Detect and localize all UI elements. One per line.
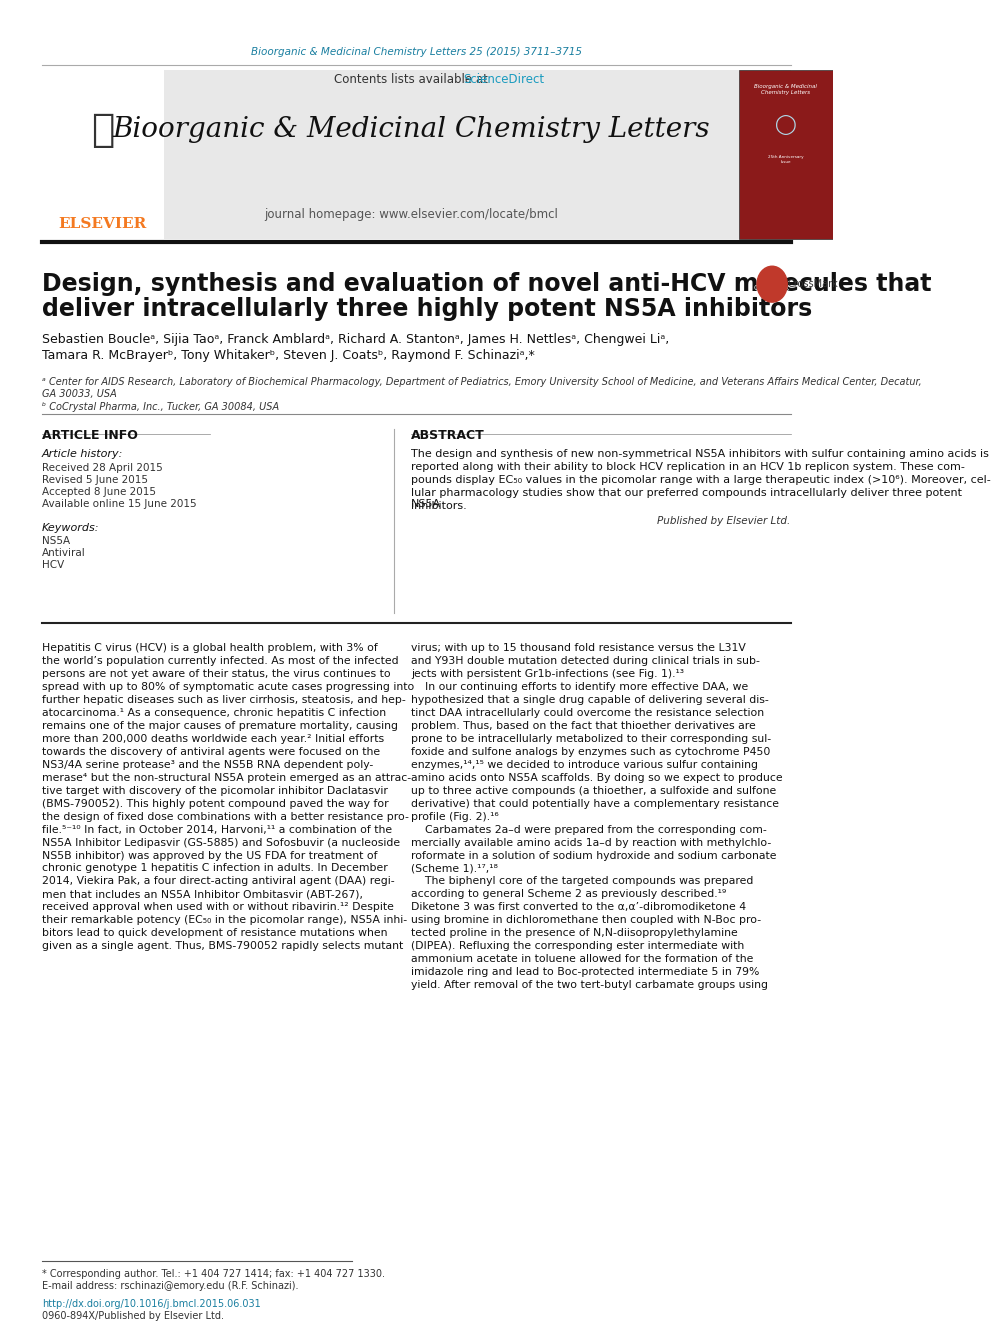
Text: merase⁴ but the non-structural NS5A protein emerged as an attrac-: merase⁴ but the non-structural NS5A prot… [42, 773, 411, 783]
Text: according to general Scheme 2 as previously described.¹⁹: according to general Scheme 2 as previou… [412, 889, 726, 900]
Text: The biphenyl core of the targeted compounds was prepared: The biphenyl core of the targeted compou… [412, 876, 754, 886]
Text: In our continuing efforts to identify more effective DAA, we: In our continuing efforts to identify mo… [412, 683, 749, 692]
Text: given as a single agent. Thus, BMS-790052 rapidly selects mutant: given as a single agent. Thus, BMS-79005… [42, 941, 403, 951]
Text: Hepatitis C virus (HCV) is a global health problem, with 3% of: Hepatitis C virus (HCV) is a global heal… [42, 643, 378, 654]
Text: ARTICLE INFO: ARTICLE INFO [42, 429, 138, 442]
Text: (Scheme 1).¹⁷,¹⁸: (Scheme 1).¹⁷,¹⁸ [412, 864, 498, 873]
Text: Available online 15 June 2015: Available online 15 June 2015 [42, 499, 196, 508]
Text: Design, synthesis and evaluation of novel anti-HCV molecules that: Design, synthesis and evaluation of nove… [42, 273, 931, 296]
Text: prone to be intracellularly metabolized to their corresponding sul-: prone to be intracellularly metabolized … [412, 734, 772, 744]
Text: ammonium acetate in toluene allowed for the formation of the: ammonium acetate in toluene allowed for … [412, 954, 754, 964]
Text: the world’s population currently infected. As most of the infected: the world’s population currently infecte… [42, 656, 399, 665]
Text: persons are not yet aware of their status, the virus continues to: persons are not yet aware of their statu… [42, 669, 391, 679]
Text: jects with persistent Gr1b-infections (see Fig. 1).¹³: jects with persistent Gr1b-infections (s… [412, 669, 684, 679]
Text: ◯: ◯ [775, 115, 797, 135]
Text: NS5B inhibitor) was approved by the US FDA for treatment of: NS5B inhibitor) was approved by the US F… [42, 851, 378, 860]
Circle shape [757, 266, 788, 302]
Text: received approval when used with or without ribavirin.¹² Despite: received approval when used with or with… [42, 902, 394, 913]
Text: Carbamates 2a–d were prepared from the corresponding com-: Carbamates 2a–d were prepared from the c… [412, 824, 767, 835]
Text: profile (Fig. 2).¹⁶: profile (Fig. 2).¹⁶ [412, 811, 499, 822]
Text: (DIPEA). Refluxing the corresponding ester intermediate with: (DIPEA). Refluxing the corresponding est… [412, 941, 744, 951]
Text: NS5A: NS5A [42, 536, 70, 546]
Text: towards the discovery of antiviral agents were focused on the: towards the discovery of antiviral agent… [42, 746, 380, 757]
Text: derivative) that could potentially have a complementary resistance: derivative) that could potentially have … [412, 799, 780, 808]
Text: pounds display EC₅₀ values in the picomolar range with a large therapeutic index: pounds display EC₅₀ values in the picomo… [412, 475, 991, 484]
Text: roformate in a solution of sodium hydroxide and sodium carbonate: roformate in a solution of sodium hydrox… [412, 851, 777, 860]
Text: Antiviral: Antiviral [42, 549, 85, 558]
Text: up to three active compounds (a thioether, a sulfoxide and sulfone: up to three active compounds (a thioethe… [412, 786, 777, 795]
Text: Accepted 8 June 2015: Accepted 8 June 2015 [42, 487, 156, 496]
Text: ELSEVIER: ELSEVIER [59, 217, 147, 232]
Text: Diketone 3 was first converted to the α,α’-dibromodiketone 4: Diketone 3 was first converted to the α,… [412, 902, 746, 913]
Text: * Corresponding author. Tel.: +1 404 727 1414; fax: +1 404 727 1330.: * Corresponding author. Tel.: +1 404 727… [42, 1269, 385, 1279]
Text: men that includes an NS5A Inhibitor Ombitasvir (ABT-267),: men that includes an NS5A Inhibitor Ombi… [42, 889, 363, 900]
Text: imidazole ring and lead to Boc-protected intermediate 5 in 79%: imidazole ring and lead to Boc-protected… [412, 967, 760, 978]
Text: bitors lead to quick development of resistance mutations when: bitors lead to quick development of resi… [42, 929, 388, 938]
Text: (BMS-790052). This highly potent compound paved the way for: (BMS-790052). This highly potent compoun… [42, 799, 389, 808]
Text: their remarkable potency (EC₅₀ in the picomolar range), NS5A inhi-: their remarkable potency (EC₅₀ in the pi… [42, 916, 407, 925]
Text: using bromine in dichloromethane then coupled with N-Boc pro-: using bromine in dichloromethane then co… [412, 916, 762, 925]
Text: The design and synthesis of new non-symmetrical NS5A inhibitors with sulfur cont: The design and synthesis of new non-symm… [412, 448, 989, 459]
Text: spread with up to 80% of symptomatic acute cases progressing into: spread with up to 80% of symptomatic acu… [42, 683, 415, 692]
FancyBboxPatch shape [42, 70, 164, 239]
Text: E-mail address: rschinazi@emory.edu (R.F. Schinazi).: E-mail address: rschinazi@emory.edu (R.F… [42, 1281, 299, 1291]
Text: yield. After removal of the two tert-butyl carbamate groups using: yield. After removal of the two tert-but… [412, 980, 768, 990]
Text: 0960-894X/Published by Elsevier Ltd.: 0960-894X/Published by Elsevier Ltd. [42, 1311, 224, 1322]
Text: Published by Elsevier Ltd.: Published by Elsevier Ltd. [658, 516, 791, 527]
Text: mercially available amino acids 1a–d by reaction with methylchlo-: mercially available amino acids 1a–d by … [412, 837, 772, 848]
Text: ✕
CrossMark: ✕ CrossMark [754, 278, 791, 291]
Text: Bioorganic & Medicinal Chemistry Letters 25 (2015) 3711–3715: Bioorganic & Medicinal Chemistry Letters… [251, 46, 581, 57]
Text: the design of fixed dose combinations with a better resistance pro-: the design of fixed dose combinations wi… [42, 811, 409, 822]
Text: tinct DAA intracellularly could overcome the resistance selection: tinct DAA intracellularly could overcome… [412, 708, 765, 718]
Text: Sebastien Boucleᵃ, Sijia Taoᵃ, Franck Amblardᵃ, Richard A. Stantonᵃ, James H. Ne: Sebastien Boucleᵃ, Sijia Taoᵃ, Franck Am… [42, 332, 670, 345]
Text: atocarcinoma.¹ As a consequence, chronic hepatitis C infection: atocarcinoma.¹ As a consequence, chronic… [42, 708, 386, 718]
Text: HCV: HCV [42, 561, 64, 570]
Text: tected proline in the presence of N,N-diisopropylethylamine: tected proline in the presence of N,N-di… [412, 929, 738, 938]
Text: amino acids onto NS5A scaffolds. By doing so we expect to produce: amino acids onto NS5A scaffolds. By doin… [412, 773, 783, 783]
Text: 🌳: 🌳 [90, 111, 114, 148]
Text: tive target with discovery of the picomolar inhibitor Daclatasvir: tive target with discovery of the picomo… [42, 786, 388, 795]
Text: hypothesized that a single drug capable of delivering several dis-: hypothesized that a single drug capable … [412, 695, 769, 705]
Text: deliver intracellularly three highly potent NS5A inhibitors: deliver intracellularly three highly pot… [42, 298, 812, 321]
Text: ABSTRACT: ABSTRACT [412, 429, 485, 442]
Text: http://dx.doi.org/10.1016/j.bmcl.2015.06.031: http://dx.doi.org/10.1016/j.bmcl.2015.06… [42, 1299, 261, 1310]
Text: problem. Thus, based on the fact that thioether derivatives are: problem. Thus, based on the fact that th… [412, 721, 756, 730]
Text: Bioorganic & Medicinal Chemistry Letters: Bioorganic & Medicinal Chemistry Letters [112, 116, 710, 143]
Text: ScienceDirect: ScienceDirect [463, 73, 545, 86]
Text: Tamara R. McBrayerᵇ, Tony Whitakerᵇ, Steven J. Coatsᵇ, Raymond F. Schinaziᵃ,*: Tamara R. McBrayerᵇ, Tony Whitakerᵇ, Ste… [42, 349, 535, 363]
Text: reported along with their ability to block HCV replication in an HCV 1b replicon: reported along with their ability to blo… [412, 462, 965, 472]
Text: 25th Anniversary
Issue: 25th Anniversary Issue [768, 155, 804, 164]
Text: and Y93H double mutation detected during clinical trials in sub-: and Y93H double mutation detected during… [412, 656, 760, 665]
Text: remains one of the major causes of premature mortality, causing: remains one of the major causes of prema… [42, 721, 398, 730]
FancyBboxPatch shape [42, 70, 791, 239]
Text: 2014, Viekira Pak, a four direct-acting antiviral agent (DAA) regi-: 2014, Viekira Pak, a four direct-acting … [42, 876, 395, 886]
Text: Article history:: Article history: [42, 448, 123, 459]
Text: lular pharmacology studies show that our preferred compounds intracellularly del: lular pharmacology studies show that our… [412, 488, 962, 509]
FancyBboxPatch shape [739, 70, 832, 239]
Text: ᵇ CoCrystal Pharma, Inc., Tucker, GA 30084, USA: ᵇ CoCrystal Pharma, Inc., Tucker, GA 300… [42, 402, 279, 411]
Text: Contents lists available at: Contents lists available at [334, 73, 488, 86]
Text: NS5A Inhibitor Ledipasvir (GS-5885) and Sofosbuvir (a nucleoside: NS5A Inhibitor Ledipasvir (GS-5885) and … [42, 837, 400, 848]
Text: more than 200,000 deaths worldwide each year.² Initial efforts: more than 200,000 deaths worldwide each … [42, 734, 384, 744]
Text: Received 28 April 2015: Received 28 April 2015 [42, 463, 163, 472]
Text: virus; with up to 15 thousand fold resistance versus the L31V: virus; with up to 15 thousand fold resis… [412, 643, 746, 654]
Text: inhibitors.: inhibitors. [412, 500, 467, 511]
Text: Revised 5 June 2015: Revised 5 June 2015 [42, 475, 148, 484]
Text: further hepatic diseases such as liver cirrhosis, steatosis, and hep-: further hepatic diseases such as liver c… [42, 695, 406, 705]
Text: Keywords:: Keywords: [42, 524, 99, 533]
Text: ᵃ Center for AIDS Research, Laboratory of Biochemical Pharmacology, Department o: ᵃ Center for AIDS Research, Laboratory o… [42, 377, 922, 398]
Text: chronic genotype 1 hepatitis C infection in adults. In December: chronic genotype 1 hepatitis C infection… [42, 864, 388, 873]
Text: NS3/4A serine protease³ and the NS5B RNA dependent poly-: NS3/4A serine protease³ and the NS5B RNA… [42, 759, 373, 770]
Text: journal homepage: www.elsevier.com/locate/bmcl: journal homepage: www.elsevier.com/locat… [264, 208, 558, 221]
Text: foxide and sulfone analogs by enzymes such as cytochrome P450: foxide and sulfone analogs by enzymes su… [412, 746, 771, 757]
Text: CrossMark: CrossMark [788, 279, 838, 290]
Text: Bioorganic & Medicinal
Chemistry Letters: Bioorganic & Medicinal Chemistry Letters [754, 85, 817, 95]
Text: file.⁵⁻¹⁰ In fact, in October 2014, Harvoni,¹¹ a combination of the: file.⁵⁻¹⁰ In fact, in October 2014, Harv… [42, 824, 392, 835]
Text: enzymes,¹⁴,¹⁵ we decided to introduce various sulfur containing: enzymes,¹⁴,¹⁵ we decided to introduce va… [412, 759, 758, 770]
